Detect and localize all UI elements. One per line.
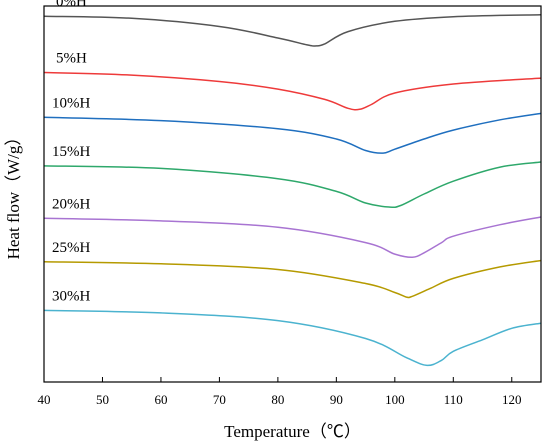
- series-line-15pct-h: [43, 161, 542, 209]
- series-label-layer: 0%H 5%H 10%H 15%H 20%H 25%H 30%H: [52, 0, 90, 304]
- series-label: 5%H: [56, 51, 87, 67]
- series-line-0pct-h: [43, 13, 542, 47]
- series-label: 20%H: [52, 196, 90, 212]
- series-line-30pct-h: [43, 309, 542, 367]
- series-label: 0%H: [56, 0, 87, 10]
- series-line-25pct-h: [43, 259, 542, 299]
- x-tick-label: 60: [154, 392, 167, 407]
- x-tick-label: 120: [502, 392, 522, 407]
- series-line-10pct-h: [43, 112, 542, 154]
- series-line-20pct-h: [43, 216, 542, 258]
- series-layer: [43, 13, 542, 367]
- x-tick-label: 110: [444, 392, 463, 407]
- x-tick-label: 90: [330, 392, 343, 407]
- plot-frame: [43, 5, 542, 383]
- x-tick-label: 40: [38, 392, 51, 407]
- y-axis-title: Heat flow（W/g）: [4, 129, 23, 260]
- series-label: 30%H: [52, 288, 90, 304]
- x-axis-title: Temperature（℃）: [224, 422, 361, 441]
- x-axis-ticks: 40 50 60 70 80 90 100 110 120: [38, 377, 522, 407]
- x-tick-label: 80: [271, 392, 284, 407]
- x-tick-label: 70: [213, 392, 226, 407]
- series-label: 25%H: [52, 240, 90, 256]
- series-label: 15%H: [52, 144, 90, 160]
- series-line-5pct-h: [43, 71, 542, 111]
- series-label: 10%H: [52, 95, 90, 111]
- x-tick-label: 50: [96, 392, 109, 407]
- x-tick-label: 100: [385, 392, 405, 407]
